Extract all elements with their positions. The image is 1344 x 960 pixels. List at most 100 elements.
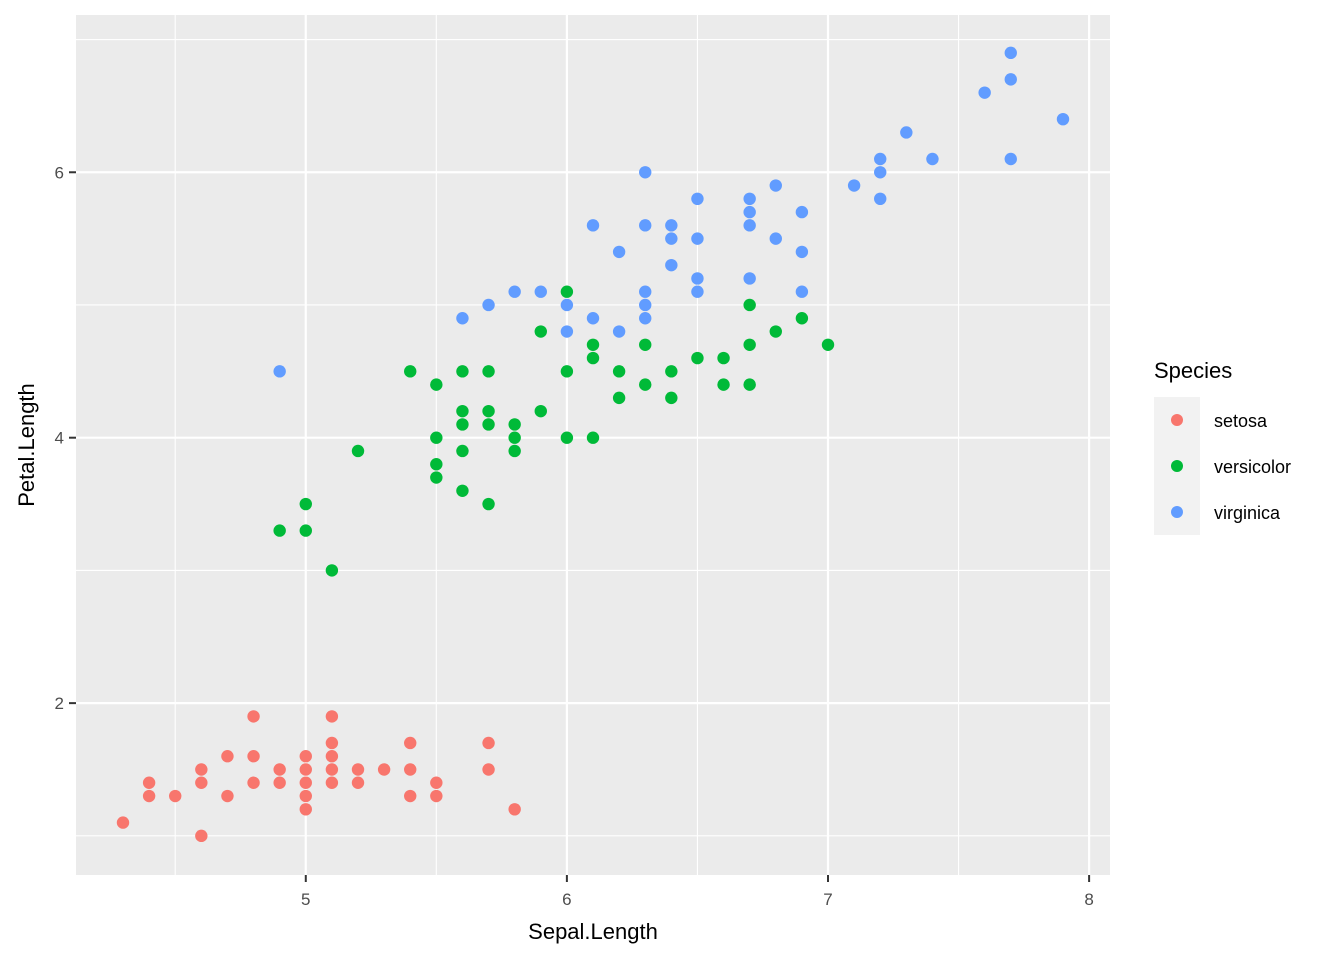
data-point-virginica [273,365,286,378]
data-point-versicolor [691,351,704,365]
data-point-virginica [847,179,861,192]
data-point-versicolor [560,285,574,298]
data-point-virginica [691,272,704,285]
data-point-versicolor [612,391,626,405]
data-point-virginica [639,219,652,232]
data-point-versicolor [456,484,469,497]
data-point-virginica [665,232,678,245]
data-point-setosa [299,776,312,789]
data-point-versicolor [717,351,730,365]
data-point-setosa [299,789,312,803]
y-axis-ticks: 2 4 6 [55,163,76,713]
data-point-versicolor [325,564,339,577]
y-tick-label: 2 [55,694,64,713]
legend-key-setosa-icon [1171,414,1183,426]
data-point-virginica [874,192,887,206]
data-point-virginica [691,192,704,206]
data-point-versicolor [769,325,782,338]
data-point-virginica [874,152,887,166]
data-point-setosa [142,776,156,789]
data-point-versicolor [404,365,417,378]
data-point-virginica [560,325,574,338]
data-point-virginica [639,298,652,312]
data-point-setosa [351,763,365,776]
data-point-versicolor [821,338,835,351]
data-point-virginica [1056,112,1070,126]
data-point-versicolor [586,351,600,365]
data-point-versicolor [639,338,652,351]
data-point-versicolor [508,444,521,458]
y-tick-label: 6 [55,163,64,182]
data-point-versicolor [665,391,678,405]
data-point-setosa [325,750,339,763]
data-point-versicolor [560,431,574,444]
data-point-setosa [195,776,208,789]
x-axis-ticks: 5 6 7 8 [301,875,1094,909]
plot-panel [76,15,1110,875]
data-point-setosa [351,776,365,789]
minor-gridlines [76,15,1110,875]
data-point-versicolor [560,365,574,378]
data-point-setosa [404,789,417,803]
data-point-virginica [691,232,704,245]
data-point-virginica [743,272,756,285]
data-point-virginica [639,285,652,298]
data-point-setosa [195,829,208,843]
data-point-versicolor [482,497,495,511]
x-tick-label: 5 [301,890,310,909]
data-point-virginica [639,312,652,325]
legend-label: virginica [1214,503,1281,523]
data-point-versicolor [508,431,521,444]
data-point-virginica [743,192,756,206]
data-point-virginica [874,166,887,179]
data-point-versicolor [456,418,469,431]
data-point-setosa [482,763,495,776]
data-point-setosa [430,789,443,803]
data-point-virginica [586,312,600,325]
data-point-virginica [769,232,782,245]
data-point-virginica [795,205,809,219]
data-point-virginica [560,298,574,312]
data-point-virginica [978,86,991,99]
data-point-setosa [169,789,182,803]
data-point-versicolor [639,378,652,391]
data-point-setosa [247,750,260,763]
data-point-versicolor [743,378,756,391]
data-point-versicolor [299,497,312,511]
data-point-virginica [534,285,547,298]
data-point-versicolor [430,378,443,391]
data-point-setosa [142,789,156,803]
data-point-versicolor [351,444,365,458]
data-point-setosa [299,750,312,763]
data-point-versicolor [795,312,809,325]
data-point-setosa [221,750,234,763]
data-point-setosa [299,803,312,816]
data-point-virginica [508,285,521,298]
data-point-versicolor [430,458,443,471]
data-point-virginica [743,205,756,219]
data-point-setosa [195,763,208,776]
y-tick-label: 4 [55,429,64,448]
data-point-virginica [795,285,809,298]
data-point-virginica [743,219,756,232]
data-point-setosa [247,710,260,723]
data-point-versicolor [534,404,547,418]
x-tick-label: 8 [1084,890,1093,909]
data-point-versicolor [482,418,495,431]
data-point-virginica [665,258,678,272]
data-point-virginica [691,285,704,298]
data-point-setosa [221,789,234,803]
data-point-virginica [1004,46,1017,60]
x-tick-label: 6 [562,890,571,909]
data-point-setosa [325,776,339,789]
data-point-versicolor [534,325,547,338]
data-point-setosa [247,776,260,789]
legend-label: setosa [1214,411,1268,431]
data-point-setosa [404,763,417,776]
data-point-setosa [377,763,391,776]
x-axis-title: Sepal.Length [528,919,658,944]
data-point-versicolor [743,298,756,312]
legend: Species setosa versicolor virginica [1154,358,1291,535]
data-point-setosa [430,776,443,789]
data-point-virginica [586,219,600,232]
